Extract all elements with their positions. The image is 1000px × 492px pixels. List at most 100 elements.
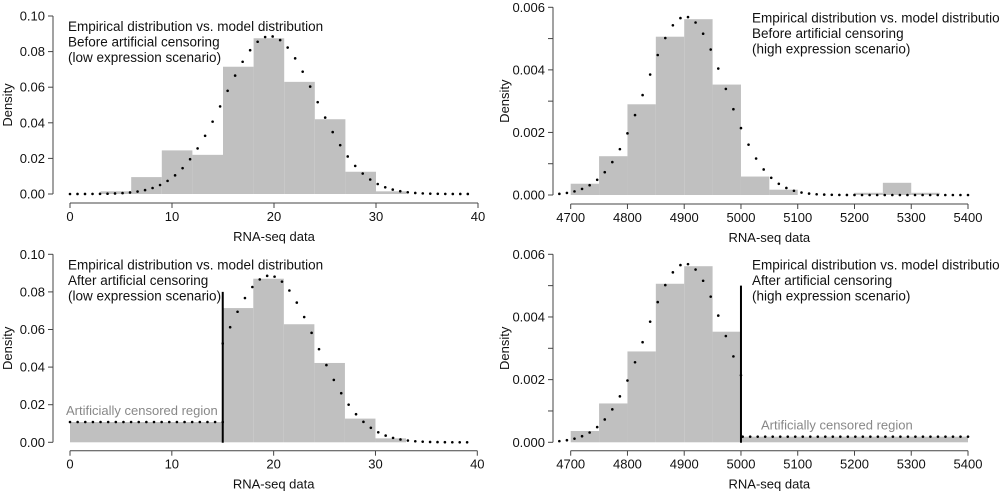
- curve-point-censored: [106, 420, 110, 424]
- histogram-bar: [375, 438, 407, 443]
- curve-point-censored: [914, 435, 917, 438]
- curve-point-censored: [778, 435, 782, 438]
- curve-point-censored: [921, 435, 925, 438]
- curve-point: [346, 155, 350, 158]
- histogram-bar: [376, 191, 407, 194]
- curve-point: [709, 48, 713, 51]
- curve-point: [860, 193, 864, 197]
- curve-point: [558, 192, 561, 196]
- curve-point-censored: [884, 435, 887, 438]
- histogram-bar: [684, 266, 713, 443]
- histogram-bar: [712, 331, 741, 443]
- histogram-bar: [131, 177, 162, 194]
- curve-point: [113, 192, 117, 195]
- curve-point-censored: [793, 435, 797, 438]
- curve-point: [822, 193, 826, 196]
- curve-point: [603, 418, 607, 421]
- curve-point: [648, 73, 652, 76]
- chart-annotation: Empirical distribution vs. model distrib…: [68, 257, 323, 303]
- curve-point: [724, 87, 728, 91]
- curve-point: [398, 189, 402, 193]
- curve-point: [686, 262, 690, 266]
- histogram-bar: [222, 308, 254, 443]
- curve-point: [959, 193, 962, 197]
- curve-point: [830, 193, 834, 197]
- curve-point: [243, 296, 247, 300]
- curve-point-censored: [831, 435, 835, 438]
- curve-point-censored: [175, 420, 179, 424]
- annotation-line: After artificial censoring: [68, 273, 208, 288]
- curve-point-censored: [68, 420, 72, 424]
- curve-point: [258, 278, 262, 281]
- curve-point: [595, 425, 599, 429]
- y-tick-label: 0.004: [512, 62, 545, 77]
- y-tick-label: 0.002: [512, 372, 545, 387]
- curve-point-censored: [198, 420, 202, 424]
- curve-point-censored: [213, 420, 217, 424]
- y-tick-label: 0.000: [512, 435, 545, 450]
- y-axis: 0.00 0.02 0.04 0.06 0.08 0.10 Density: [0, 9, 54, 202]
- curve-point: [308, 85, 312, 88]
- curve-point-censored: [748, 435, 752, 438]
- curve-point: [218, 105, 222, 108]
- annotation-line: Empirical distribution vs. model distrib…: [68, 257, 323, 272]
- curve-point: [656, 300, 660, 304]
- annotation-line: (high expression scenario): [752, 288, 910, 303]
- curve-point-censored: [816, 435, 820, 438]
- curve-point: [68, 192, 72, 196]
- y-tick-label: 0.06: [20, 322, 45, 337]
- curve-point: [233, 74, 237, 77]
- curve-point: [762, 168, 765, 171]
- curve-point: [663, 36, 667, 40]
- curve-point: [626, 132, 629, 135]
- curve-point: [588, 431, 591, 434]
- chart-panel-top-right: 0.000 0.002 0.004 0.006 Density 4700 4800 4900 5…: [497, 0, 1000, 245]
- curve-point: [121, 191, 124, 195]
- y-tick-label: 0.02: [20, 397, 45, 412]
- curve-point: [391, 188, 395, 191]
- x-tick-label: 4900: [670, 457, 699, 472]
- curve-point: [436, 440, 439, 444]
- x-tick-label: 5400: [954, 210, 983, 225]
- curve-point: [323, 116, 327, 119]
- curve-point: [868, 193, 871, 197]
- annotation-line: Before artificial censoring: [68, 35, 220, 50]
- x-tick-label: 30: [368, 457, 382, 472]
- curve-point-censored: [145, 420, 148, 424]
- model-density-curve: [68, 274, 469, 444]
- chart-annotation: Empirical distribution vs. model distrib…: [752, 10, 1000, 56]
- curve-point-censored: [152, 420, 156, 424]
- x-tick-label: 5200: [840, 457, 869, 472]
- curve-point: [732, 355, 735, 358]
- curve-point: [618, 147, 622, 151]
- y-tick-label: 0.06: [20, 80, 45, 95]
- curve-point-censored: [160, 420, 163, 424]
- annotation-line: (high expression scenario): [752, 41, 910, 56]
- histogram-bar: [253, 278, 284, 443]
- curve-point: [966, 193, 970, 197]
- annotation-line: Empirical distribution vs. model distrib…: [68, 19, 323, 34]
- curve-point: [421, 440, 424, 443]
- histogram-bar: [854, 192, 883, 195]
- curve-point: [241, 60, 244, 64]
- histogram-bar: [344, 418, 376, 443]
- x-tick-label: 40: [471, 209, 485, 224]
- curve-point: [188, 157, 192, 161]
- curve-point: [361, 172, 365, 175]
- curve-point: [406, 190, 410, 194]
- curve-point: [458, 440, 462, 444]
- curve-point: [838, 193, 841, 197]
- curve-point-censored: [839, 435, 842, 438]
- curve-point: [354, 412, 358, 416]
- curve-point: [573, 437, 576, 440]
- curve-point: [278, 38, 282, 42]
- curve-point: [293, 57, 297, 60]
- curve-point-censored: [959, 435, 962, 438]
- curve-point-censored: [183, 420, 186, 424]
- chart-panel-bottom-left: Artificially censored region 0.00 0.02 0.04…: [0, 247, 485, 492]
- x-tick-label: 5300: [897, 457, 926, 472]
- x-tick-label: 40: [470, 457, 484, 472]
- curve-point: [376, 182, 380, 186]
- y-axis-title: Density: [497, 326, 512, 370]
- x-tick-label: 4800: [613, 210, 642, 225]
